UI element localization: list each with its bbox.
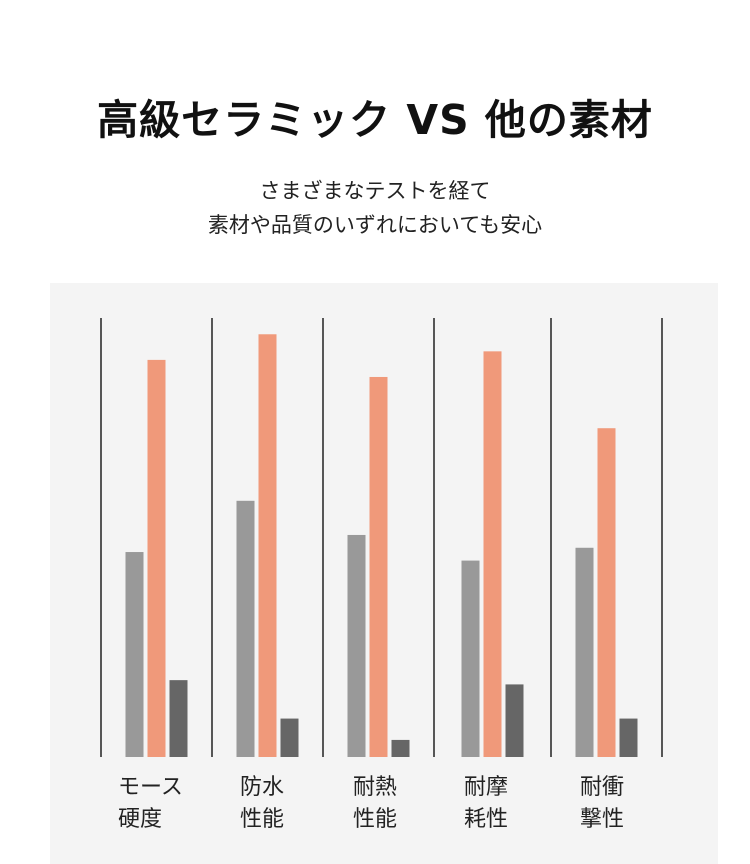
category-label-line1: 耐衝 bbox=[580, 775, 625, 800]
category-label-line1: 耐摩 bbox=[464, 775, 509, 800]
category-label-3: 耐摩 耗性 bbox=[464, 772, 574, 836]
subtitle-line-1: さまざまなテストを経て bbox=[259, 179, 491, 203]
bar-series2-cat0 bbox=[169, 680, 188, 757]
bar-series0-cat0 bbox=[125, 552, 144, 757]
bar-series1-cat2 bbox=[369, 376, 388, 757]
category-label-1: 防水 性能 bbox=[240, 772, 350, 836]
bar-series1-cat3 bbox=[483, 351, 502, 757]
category-label-4: 耐衝 撃性 bbox=[580, 772, 690, 836]
bar-series1-cat0 bbox=[147, 359, 166, 757]
bar-series0-cat3 bbox=[461, 560, 480, 757]
category-label-0: モース 硬度 bbox=[118, 772, 228, 836]
category-label-line1: 耐熱 bbox=[353, 775, 398, 800]
page-title: 高級セラミック VS 他の素材 bbox=[97, 96, 653, 144]
bar-series2-cat2 bbox=[391, 739, 410, 757]
bar-series0-cat4 bbox=[575, 547, 594, 757]
bar-series0-cat2 bbox=[347, 534, 366, 757]
bar-series1-cat4 bbox=[597, 428, 616, 757]
bar-series2-cat4 bbox=[619, 718, 638, 757]
bar-series2-cat3 bbox=[505, 684, 524, 757]
subtitle-line-2: 素材や品質のいずれにおいても安心 bbox=[207, 213, 543, 237]
category-label-line2: 性能 bbox=[240, 807, 285, 832]
category-label-line1: 防水 bbox=[240, 775, 285, 800]
bar-series0-cat1 bbox=[236, 500, 255, 757]
category-label-line2: 撃性 bbox=[580, 807, 625, 832]
category-label-2: 耐熱 性能 bbox=[353, 772, 463, 836]
category-label-line2: 耗性 bbox=[464, 807, 509, 832]
bar-series1-cat1 bbox=[258, 334, 277, 757]
category-label-line2: 性能 bbox=[353, 807, 398, 832]
category-label-line1: モース bbox=[118, 775, 183, 800]
bar-series2-cat1 bbox=[280, 718, 299, 757]
category-label-line2: 硬度 bbox=[118, 807, 163, 832]
